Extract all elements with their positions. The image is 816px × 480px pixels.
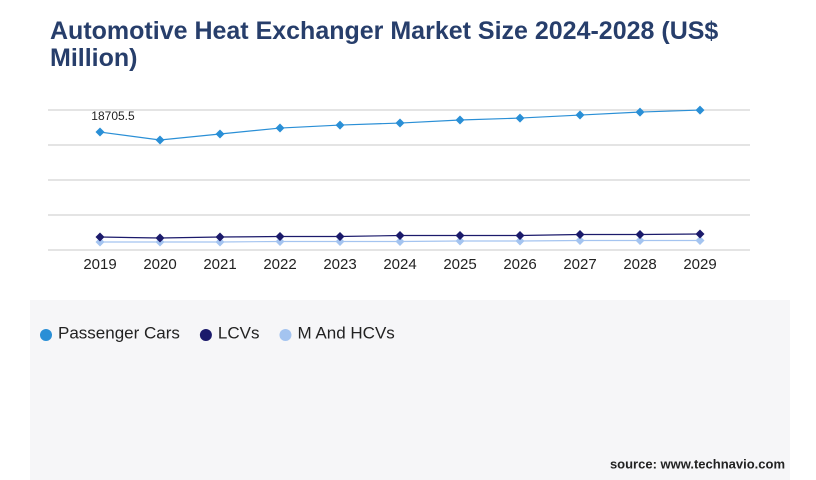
legend-marker bbox=[199, 329, 212, 341]
x-tick-label: 2028 bbox=[623, 256, 656, 273]
data-point bbox=[455, 115, 465, 125]
legend-marker bbox=[279, 329, 292, 341]
legend-label: Passenger Cars bbox=[58, 323, 180, 342]
data-point bbox=[515, 230, 525, 240]
data-point bbox=[275, 232, 285, 242]
data-point bbox=[455, 230, 465, 240]
data-point bbox=[575, 229, 585, 239]
x-tick-label: 2019 bbox=[83, 256, 116, 273]
x-tick-label: 2023 bbox=[323, 256, 356, 273]
x-tick-label: 2029 bbox=[683, 256, 716, 273]
data-point bbox=[515, 113, 525, 123]
data-point bbox=[275, 123, 285, 133]
legend-label: LCVs bbox=[218, 323, 260, 342]
data-point bbox=[215, 237, 225, 247]
x-tick-label: 2020 bbox=[143, 256, 176, 273]
data-label: 18705.5 bbox=[91, 109, 135, 123]
data-point bbox=[575, 110, 585, 120]
data-point bbox=[695, 229, 705, 239]
data-point bbox=[635, 235, 645, 245]
data-point bbox=[95, 237, 105, 247]
chart-title: Automotive Heat Exchanger Market Size 20… bbox=[50, 17, 718, 72]
data-point bbox=[335, 120, 345, 130]
panel bbox=[30, 300, 790, 480]
x-tick-label: 2027 bbox=[563, 256, 596, 273]
x-tick-label: 2022 bbox=[263, 256, 296, 273]
data-point bbox=[575, 235, 585, 245]
data-point bbox=[275, 236, 285, 246]
data-point bbox=[335, 232, 345, 242]
data-point bbox=[395, 118, 405, 128]
x-tick-label: 2025 bbox=[443, 256, 476, 273]
data-point bbox=[395, 230, 405, 240]
data-point bbox=[155, 135, 165, 145]
data-point bbox=[95, 127, 105, 137]
data-point bbox=[95, 232, 105, 242]
data-point bbox=[215, 129, 225, 139]
legend-marker bbox=[40, 329, 52, 341]
source: source: www.technavio.com bbox=[610, 456, 785, 471]
data-point bbox=[695, 105, 705, 115]
data-point bbox=[455, 236, 465, 246]
data-point bbox=[395, 236, 405, 246]
data-point bbox=[515, 236, 525, 246]
data-point bbox=[635, 229, 645, 239]
x-tick-label: 2026 bbox=[503, 256, 536, 273]
x-tick-label: 2024 bbox=[383, 256, 416, 273]
data-point bbox=[635, 107, 645, 117]
data-point bbox=[155, 233, 165, 243]
x-tick-label: 2021 bbox=[203, 256, 236, 273]
data-point bbox=[695, 235, 705, 245]
legend-label: M And HCVs bbox=[297, 323, 394, 342]
data-point bbox=[215, 232, 225, 242]
data-point bbox=[335, 236, 345, 246]
